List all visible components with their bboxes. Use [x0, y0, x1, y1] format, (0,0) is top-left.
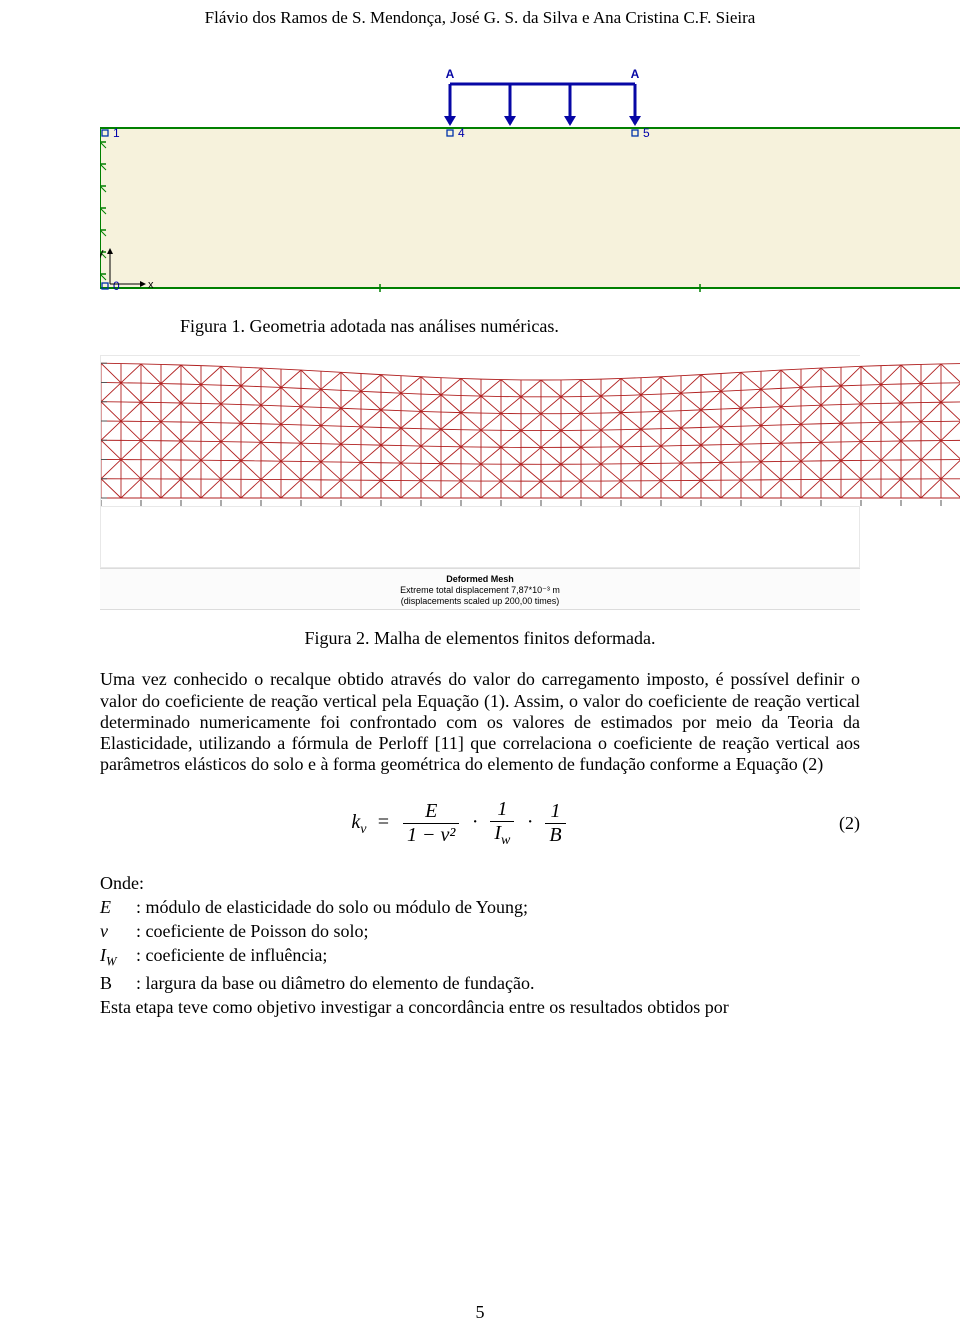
page-number: 5 — [0, 1302, 960, 1323]
where-table: E: módulo de elasticidade do solo ou mód… — [100, 895, 541, 995]
where-heading: Onde: — [100, 871, 860, 895]
svg-text:5: 5 — [643, 126, 650, 140]
figure-1: AA145203xy — [100, 68, 860, 298]
svg-text:4: 4 — [458, 126, 465, 140]
figure-2-svg — [101, 356, 960, 506]
svg-text:0: 0 — [113, 279, 120, 293]
figure-1-svg: AA145203xy — [100, 68, 960, 298]
closing-sentence: Esta etapa teve como objetivo investigar… — [100, 997, 860, 1018]
svg-text:1: 1 — [113, 126, 120, 140]
where-row: E: módulo de elasticidade do solo ou mód… — [100, 895, 541, 919]
where-row: IW: coeficiente de influência; — [100, 943, 541, 971]
where-row: B: largura da base ou diâmetro do elemen… — [100, 971, 541, 995]
svg-text:y: y — [100, 247, 104, 259]
where-block: Onde: E: módulo de elasticidade do solo … — [100, 871, 860, 1019]
equation-2-number: (2) — [820, 813, 860, 834]
figure-1-caption: Figura 1. Geometria adotada nas análises… — [180, 316, 860, 337]
svg-text:A: A — [446, 68, 455, 81]
svg-text:A: A — [631, 68, 640, 81]
where-row: ν: coeficiente de Poisson do solo; — [100, 919, 541, 943]
paragraph-1: Uma vez conhecido o recalque obtido atra… — [100, 669, 860, 775]
deformed-mesh-label: Deformed Mesh Extreme total displacement… — [100, 574, 860, 606]
equation-2-body: kv = E1 − ν² · 1Iw · 1B — [100, 798, 820, 849]
equation-2: kv = E1 − ν² · 1Iw · 1B (2) — [100, 798, 860, 849]
svg-text:x: x — [148, 279, 154, 291]
figure-2-caption: Figura 2. Malha de elementos finitos def… — [100, 628, 860, 649]
deformed-mesh-line2: (displacements scaled up 200,00 times) — [401, 596, 560, 606]
deformed-mesh-title: Deformed Mesh — [446, 574, 514, 584]
deformed-mesh-line1: Extreme total displacement 7,87*10⁻³ m — [400, 585, 560, 595]
figure-2: Deformed Mesh Extreme total displacement… — [100, 355, 860, 610]
running-head: Flávio dos Ramos de S. Mendonça, José G.… — [100, 0, 860, 28]
